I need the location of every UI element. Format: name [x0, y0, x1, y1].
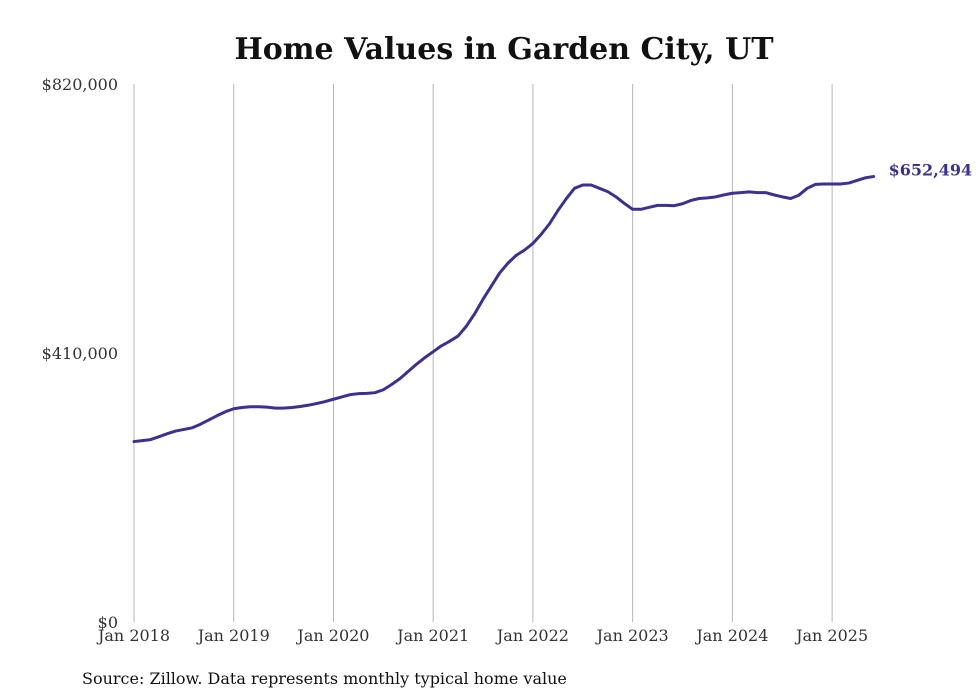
series-line-home-value	[132, 175, 876, 444]
chart-title: Home Values in Garden City, UT	[234, 32, 774, 67]
x-tick-label: Jan 2021	[395, 626, 469, 645]
y-axis: $820,000 $410,000 $0	[42, 75, 118, 632]
x-axis: Jan 2018 Jan 2019 Jan 2020 Jan 2021 Jan 2022…	[96, 626, 868, 645]
x-tick-label: Jan 2018	[96, 626, 170, 645]
y-tick-label: $0	[98, 613, 118, 632]
y-tick-label: $820,000	[42, 75, 118, 94]
x-tick-label: Jan 2020	[295, 626, 369, 645]
grid-lines	[133, 84, 833, 622]
x-tick-label: Jan 2019	[196, 626, 270, 645]
y-tick-label: $410,000	[42, 344, 118, 363]
x-tick-label: Jan 2023	[595, 626, 669, 645]
source-note: Source: Zillow. Data represents monthly …	[82, 669, 567, 688]
x-tick-label: Jan 2025	[794, 626, 868, 645]
end-value-label: $652,494	[889, 161, 973, 180]
x-tick-label: Jan 2022	[495, 626, 569, 645]
x-tick-label: Jan 2024	[694, 626, 768, 645]
